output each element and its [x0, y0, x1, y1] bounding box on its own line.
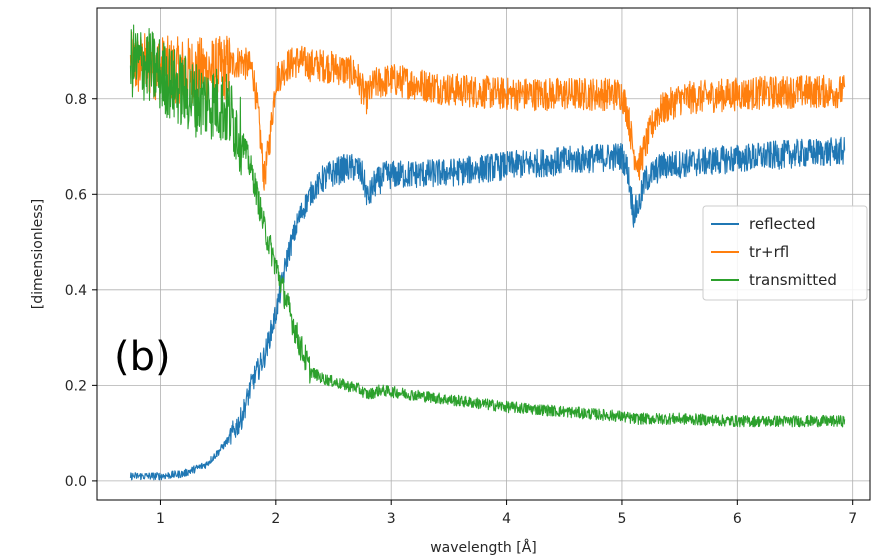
- plot-frame: [96, 7, 871, 501]
- series-layer: [129, 24, 846, 481]
- x-tick-label: 7: [848, 511, 857, 527]
- legend-label: reflected: [749, 215, 816, 233]
- x-tick-label: 3: [387, 511, 396, 527]
- legend-label: transmitted: [749, 271, 837, 289]
- y-tick-label: 0.0: [65, 474, 87, 490]
- series-line-trrfl: [129, 31, 846, 191]
- series-line-reflected: [129, 136, 846, 481]
- y-tick-label: 0.4: [65, 283, 87, 299]
- y-axis-label: [dimensionless]: [30, 199, 46, 310]
- tick-layer: 1 2 3 4 5 6 7 0.0 0.2 0.4 0.6 0.8: [65, 92, 857, 527]
- x-tick-label: 5: [617, 511, 626, 527]
- y-tick-label: 0.6: [65, 187, 87, 203]
- legend: reflected tr+rfl transmitted: [702, 205, 868, 301]
- legend-label: tr+rfl: [749, 243, 789, 261]
- x-tick-label: 4: [502, 511, 511, 527]
- legend-box: [702, 205, 868, 301]
- x-axis-label: wavelength [Å]: [430, 539, 537, 556]
- x-tick-label: 6: [733, 511, 742, 527]
- legend-items: reflected tr+rfl transmitted: [711, 215, 837, 289]
- y-tick-label: 0.8: [65, 92, 87, 108]
- panel-label: (b): [114, 334, 171, 380]
- x-tick-label: 1: [156, 511, 165, 527]
- series-line-transmitted: [129, 24, 846, 428]
- x-tick-label: 2: [271, 511, 280, 527]
- y-tick-label: 0.2: [65, 378, 87, 394]
